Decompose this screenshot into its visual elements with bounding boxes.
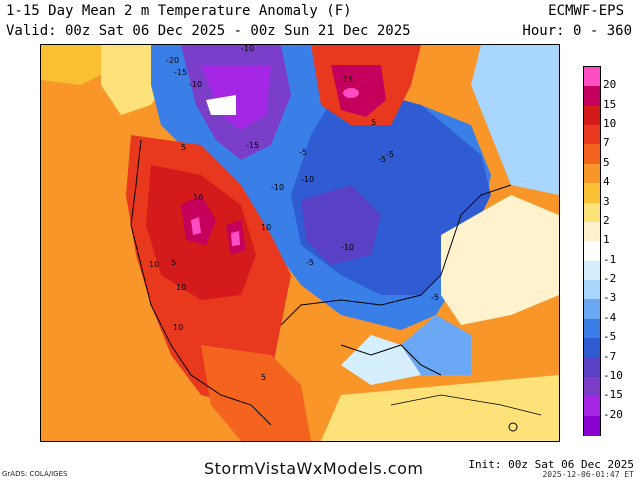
colorbar-segment [584, 202, 600, 223]
colorbar-segment [584, 125, 600, 146]
colorbar-label: 1 [603, 233, 610, 247]
model-name: ECMWF-EPS [548, 3, 624, 19]
anomaly-map: -20 -15 -10 -10 -15 -10 -10 -10 -5 -5 -5 -5 -5 5 5 5 10 1… [40, 44, 560, 442]
colorbar-segment [584, 105, 600, 126]
hudson-max-area [343, 88, 359, 98]
brand-watermark: StormVistaWxModels.com [204, 459, 424, 478]
contour-label: -10 [189, 80, 202, 89]
tropical-symbol [508, 422, 518, 432]
colorbar-segment [584, 280, 600, 301]
forecast-hours: Hour: 0 - 360 [522, 23, 632, 39]
colorbar-segment [584, 260, 600, 281]
labrador-cool-area [471, 45, 559, 195]
colorbar-segment [584, 241, 600, 262]
contour-label: -5 [299, 148, 307, 157]
colorbar [583, 66, 601, 436]
colorbar-segment [584, 318, 600, 339]
contour-label: 5 [261, 373, 266, 382]
alaska-white-patch [206, 95, 236, 115]
colorbar-label: -2 [603, 272, 617, 286]
great-basin-max [191, 217, 201, 235]
contour-label: -10 [301, 175, 314, 184]
contour-label: -5 [431, 293, 439, 302]
contour-label: -20 [166, 56, 179, 65]
contour-label: 5 [371, 118, 376, 127]
contour-label: -10 [341, 243, 354, 252]
colorbar-label: -20 [603, 407, 623, 421]
gulf-coastline [340, 344, 442, 376]
contour-label: 10 [261, 223, 271, 232]
contour-label: -5 [306, 258, 314, 267]
mexico-warm-area [201, 345, 311, 441]
southeast-cool-area [401, 315, 471, 375]
contour-label: -15 [174, 68, 187, 77]
colorbar-segment [584, 144, 600, 165]
colorbar-label: 2 [603, 213, 610, 227]
colorbar-label: -3 [603, 291, 617, 305]
colorbar-label: 10 [603, 117, 617, 131]
west-coastline [130, 139, 272, 426]
colorbar-label: 5 [603, 155, 610, 169]
colorbar-label: 4 [603, 175, 610, 189]
tropics-area [321, 375, 559, 441]
colorbar-segment [584, 163, 600, 184]
map-title: 1-15 Day Mean 2 m Temperature Anomaly (F… [6, 3, 352, 19]
contour-label: -10 [241, 45, 254, 53]
contour-label: -5 [386, 150, 394, 159]
init-time: Init: 00z Sat 06 Dec 2025 [468, 458, 634, 471]
colorbar-label: -5 [603, 330, 617, 344]
contour-label: -15 [246, 141, 259, 150]
colorbar-label: -7 [603, 349, 617, 363]
rockies-max [231, 231, 240, 246]
contour-label: 10 [193, 193, 203, 202]
pacific-warm-area [41, 45, 111, 85]
contour-label: -10 [271, 183, 284, 192]
colorbar-label: -15 [603, 388, 623, 402]
colorbar-segment [584, 338, 600, 359]
hudson-peak-region [331, 65, 386, 117]
contour-label: 5 [181, 143, 186, 152]
contour-label: 10 [149, 260, 159, 269]
central-cold-lobe [301, 185, 381, 265]
colorbar-segment [584, 299, 600, 320]
contour-label: 10 [173, 323, 183, 332]
valid-period: Valid: 00z Sat 06 Dec 2025 - 00z Sun 21 … [6, 23, 411, 39]
colorbar-segment [584, 183, 600, 204]
colorbar-label: 20 [603, 78, 617, 92]
colorbar-label: 7 [603, 136, 610, 150]
colorbar-label: 15 [603, 97, 617, 111]
colorbar-label: 3 [603, 194, 610, 208]
contour-label: 5 [171, 258, 176, 267]
caribbean-coastline [390, 394, 542, 416]
contour-label: 15 [343, 75, 353, 84]
colorbar-segment [584, 221, 600, 242]
colorbar-label: -4 [603, 310, 617, 324]
north-coastline [280, 184, 512, 326]
colorbar-segment [584, 396, 600, 417]
colorbar-label: -1 [603, 252, 617, 266]
contour-label: -5 [378, 155, 386, 164]
contour-label: 10 [176, 283, 186, 292]
colorbar-segment [584, 376, 600, 397]
atlantic-near-normal [441, 195, 559, 325]
colorbar-segment [584, 67, 600, 87]
gulf-light-cool [341, 335, 421, 385]
colorbar-label: -10 [603, 368, 623, 382]
colorbar-segment [584, 357, 600, 378]
grads-credit: GrADS: COLA/IGES [2, 470, 68, 478]
colorbar-segment [584, 86, 600, 107]
generated-timestamp: 2025-12-06-01:47 ET [542, 470, 634, 479]
colorbar-segment [584, 415, 600, 436]
